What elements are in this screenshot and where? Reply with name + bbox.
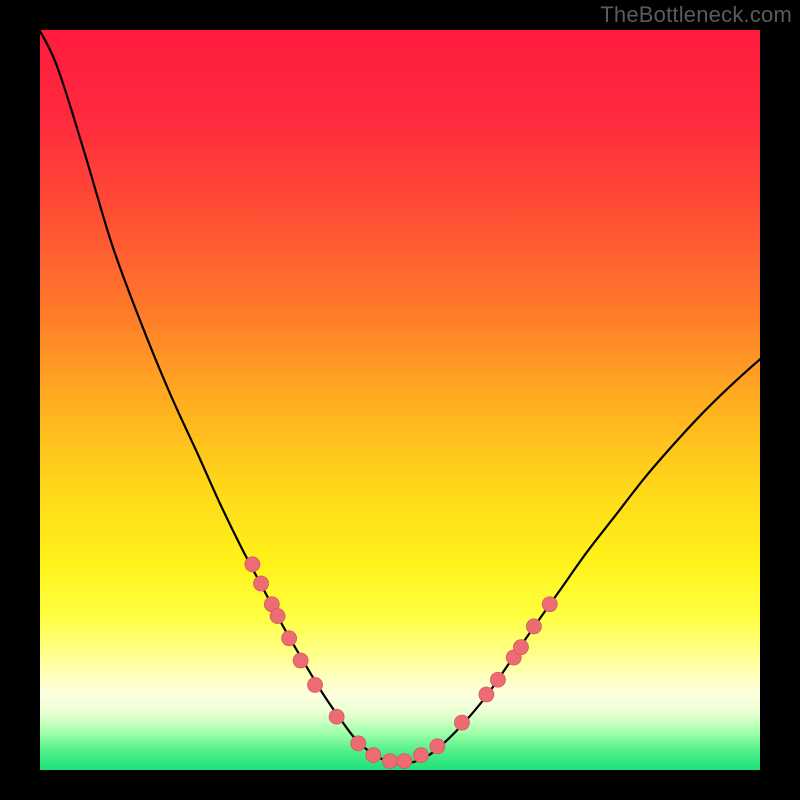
data-marker xyxy=(413,748,428,763)
data-marker xyxy=(490,672,505,687)
data-marker xyxy=(542,597,557,612)
watermark-text: TheBottleneck.com xyxy=(600,2,792,28)
data-marker xyxy=(308,677,323,692)
chart-container: TheBottleneck.com xyxy=(0,0,800,800)
data-marker xyxy=(382,754,397,769)
data-marker xyxy=(282,631,297,646)
chart-svg xyxy=(0,0,800,800)
data-marker xyxy=(245,557,260,572)
data-marker xyxy=(397,754,412,769)
data-marker xyxy=(351,736,366,751)
data-marker xyxy=(430,739,445,754)
data-marker xyxy=(479,687,494,702)
plot-background xyxy=(40,30,760,770)
data-marker xyxy=(329,709,344,724)
data-marker xyxy=(454,715,469,730)
data-marker xyxy=(366,748,381,763)
data-marker xyxy=(270,609,285,624)
data-marker xyxy=(513,640,528,655)
data-marker xyxy=(526,619,541,634)
data-marker xyxy=(254,576,269,591)
data-marker xyxy=(293,653,308,668)
